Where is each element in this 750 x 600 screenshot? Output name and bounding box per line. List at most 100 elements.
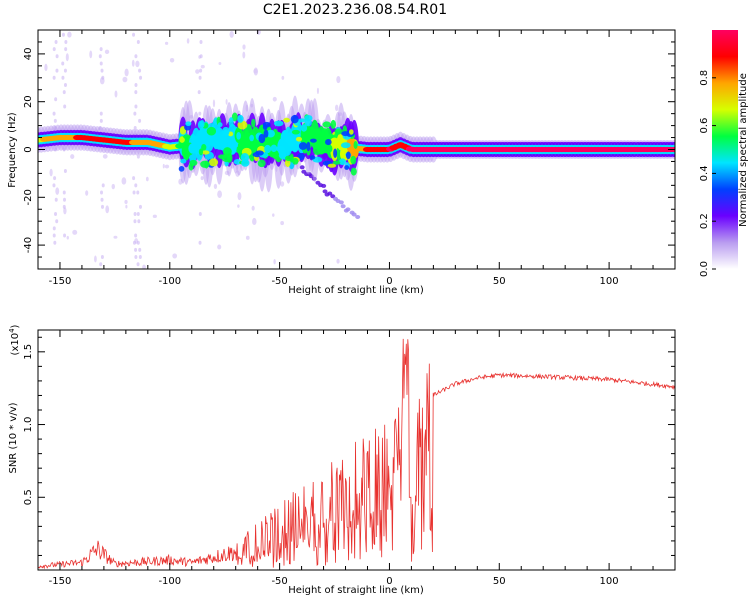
snr-y-multiplier-close: ) bbox=[10, 324, 21, 328]
snr-panel: -150 -100 -50 0 50 100 0.5 1.0 1.5 Height of str… bbox=[8, 324, 676, 596]
snr-x-tick-label: -50 bbox=[271, 576, 287, 587]
spectrogram-speckle bbox=[217, 190, 222, 199]
spectrogram-speckle bbox=[132, 176, 136, 181]
snr-x-tick-label: 0 bbox=[386, 576, 392, 587]
spectrogram-speckle bbox=[330, 194, 336, 199]
spectrogram-speckle bbox=[111, 183, 115, 190]
spectrogram-speckle bbox=[321, 183, 327, 188]
spectrogram-speckle bbox=[63, 104, 67, 109]
spectrogram-speckle bbox=[134, 255, 138, 260]
spectrogram-speckle bbox=[198, 212, 202, 217]
spectrogram-speckle bbox=[100, 197, 104, 202]
spectrogram-speckle bbox=[273, 258, 276, 265]
spectrogram-blob bbox=[290, 114, 299, 124]
spectrogram-speckle bbox=[85, 190, 89, 196]
spectrogram-speckle bbox=[66, 235, 69, 240]
spectrogram-speckle bbox=[164, 164, 170, 169]
spectrogram-speckle bbox=[136, 212, 140, 217]
spectrogram-speckle bbox=[134, 54, 138, 59]
spectrogram-speckle bbox=[63, 68, 67, 73]
spectrogram-speckle bbox=[61, 32, 65, 37]
spectrogram-blob bbox=[345, 151, 351, 160]
colorbar-tick-label: 0.2 bbox=[699, 213, 710, 229]
spectrogram-speckle bbox=[53, 118, 57, 123]
spectrogram-panel: -150 -100 -50 0 50 100 -40 -20 0 20 40 Height of s… bbox=[7, 29, 676, 296]
spectrogram-speckle bbox=[114, 90, 118, 98]
spectrogram-blob bbox=[333, 148, 338, 159]
spectrogram-blob bbox=[258, 133, 266, 144]
spectrogram-speckle bbox=[124, 68, 129, 77]
snr-y-tick-label: 0.5 bbox=[23, 489, 34, 505]
spectrogram-speckle bbox=[351, 212, 357, 217]
spectrogram-y-axis-label: Frequency (Hz) bbox=[7, 112, 18, 188]
spectrogram-speckle bbox=[63, 207, 67, 215]
spectrogram-speckle bbox=[355, 215, 361, 220]
spectrogram-speckle bbox=[134, 183, 138, 188]
spectrogram-x-tick-label: 50 bbox=[493, 276, 506, 287]
spectrogram-blob bbox=[300, 124, 308, 132]
spectrogram-speckle bbox=[197, 90, 201, 95]
spectrogram-blob bbox=[349, 129, 354, 135]
spectrogram-speckle bbox=[142, 264, 146, 269]
spectrogram-blob bbox=[206, 126, 217, 136]
spectrogram-blob bbox=[332, 160, 341, 165]
spectrogram-speckle bbox=[200, 176, 204, 181]
spectrogram-speckle bbox=[132, 190, 136, 195]
spectrogram-blob bbox=[279, 150, 287, 160]
spectrogram-speckle bbox=[136, 39, 140, 44]
spectrogram-x-tick-label: 100 bbox=[600, 276, 619, 287]
spectrogram-speckle bbox=[102, 154, 108, 159]
spectrogram-blob bbox=[285, 155, 294, 162]
spectrogram-speckle bbox=[195, 69, 200, 74]
spectrogram-speckle bbox=[121, 177, 127, 185]
spectrogram-blob bbox=[325, 139, 332, 146]
spectrogram-speckle bbox=[133, 111, 137, 116]
spectrogram-blob bbox=[189, 159, 198, 167]
spectrogram-speckle bbox=[63, 82, 67, 87]
spectrogram-speckle bbox=[61, 61, 65, 66]
spectrogram-blob bbox=[237, 120, 248, 130]
spectrogram-blob bbox=[292, 158, 299, 165]
spectrogram-speckle bbox=[55, 54, 59, 59]
spectrogram-speckle bbox=[99, 118, 103, 123]
spectrogram-speckle bbox=[200, 64, 205, 69]
spectrogram-heatmap bbox=[38, 30, 675, 269]
spectrogram-blob bbox=[288, 138, 295, 147]
spectrogram-blob bbox=[180, 158, 187, 164]
spectrogram-speckle bbox=[99, 262, 103, 267]
spectrogram-speckle bbox=[63, 233, 67, 238]
spectrogram-blob bbox=[178, 166, 185, 172]
spectrogram-speckle bbox=[113, 235, 118, 239]
spectrogram-speckle bbox=[70, 154, 75, 159]
spectrogram-speckle bbox=[327, 191, 333, 196]
spectrogram-speckle bbox=[242, 51, 246, 59]
spectrogram-speckle bbox=[198, 111, 202, 116]
snr-x-tick-label: -150 bbox=[49, 576, 72, 587]
spectrogram-speckle bbox=[122, 76, 128, 83]
spectrogram-blob bbox=[344, 165, 350, 170]
spectrogram-speckle bbox=[272, 96, 277, 102]
spectrogram-blob bbox=[310, 131, 319, 139]
spectrogram-blob bbox=[330, 119, 337, 129]
spectrogram-speckle bbox=[133, 212, 137, 217]
spectrogram-speckle bbox=[137, 219, 141, 224]
spectrogram-speckle bbox=[53, 240, 57, 245]
spectrogram-speckle bbox=[199, 68, 203, 73]
spectrogram-speckle bbox=[63, 169, 67, 174]
snr-y-multiplier-base: (x10 bbox=[10, 333, 21, 356]
spectrogram-speckle bbox=[225, 98, 228, 105]
spectrogram-speckle bbox=[67, 31, 72, 38]
spectrogram-speckle bbox=[280, 220, 285, 226]
spectrogram-blob bbox=[339, 158, 347, 166]
spectrogram-speckle bbox=[52, 47, 56, 52]
spectrogram-y-tick-label: -40 bbox=[23, 237, 34, 253]
spectrogram-y-tick-label: 40 bbox=[23, 48, 34, 61]
spectrogram-speckle bbox=[55, 219, 59, 224]
spectrogram-blob bbox=[264, 144, 272, 154]
spectrogram-blob bbox=[295, 136, 303, 142]
snr-y-tick-label: 1.5 bbox=[23, 344, 34, 360]
spectrogram-speckle bbox=[62, 204, 66, 209]
spectrogram-speckle bbox=[54, 97, 58, 102]
colorbar-tick-label: 0.4 bbox=[699, 165, 710, 181]
